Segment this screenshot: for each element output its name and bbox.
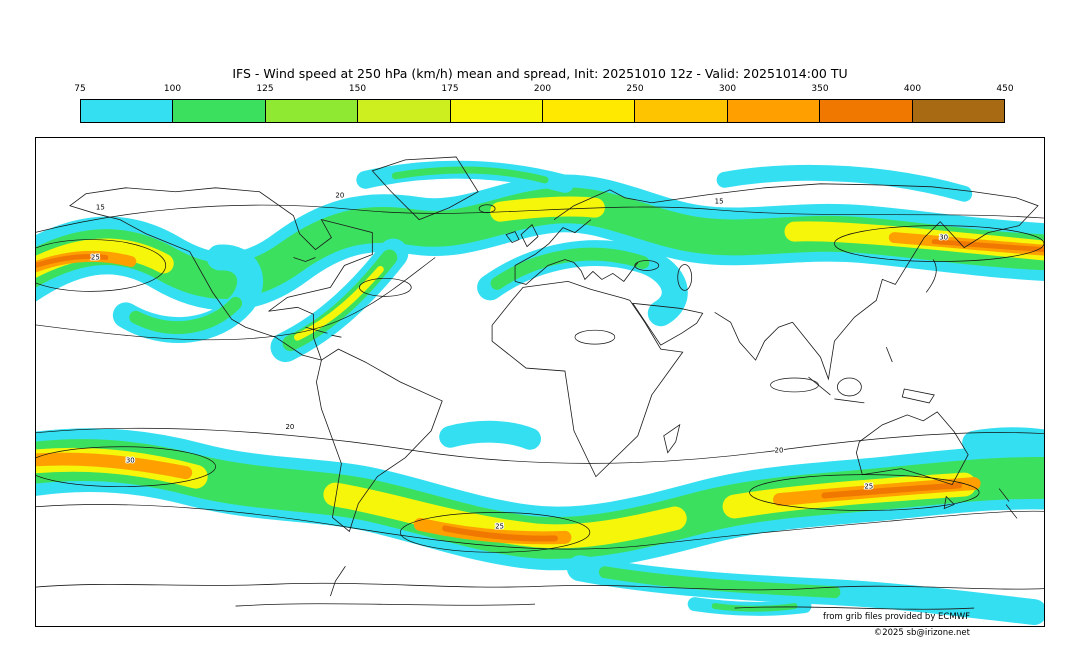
- colorbar-tick: 125: [256, 84, 274, 94]
- page-title: IFS - Wind speed at 250 hPa (km/h) mean …: [232, 66, 848, 81]
- world-map: 15 20 25 30 25 20 15 25 30 20: [36, 156, 1044, 626]
- colorbar-tick: 400: [903, 84, 922, 94]
- colorbar-scale: [80, 99, 1005, 123]
- colorbar-tick: 100: [163, 84, 182, 94]
- contour-label: 20: [286, 423, 295, 431]
- colorbar-tick: 350: [811, 84, 829, 94]
- colorbar-segment: [727, 100, 821, 122]
- colorbar-segment: [265, 100, 359, 122]
- colorbar-tick: 75: [74, 84, 86, 94]
- colorbar-segment: [358, 100, 451, 122]
- contour-label: 15: [715, 198, 724, 206]
- colorbar-segment: [173, 100, 266, 122]
- colorbar-segment: [543, 100, 636, 122]
- colorbar-tick: 250: [626, 84, 644, 94]
- colorbar-tick: 150: [348, 84, 367, 94]
- attribution-copyright: ©2025 sb@irizone.net: [873, 628, 970, 638]
- colorbar-tick: 200: [533, 84, 552, 94]
- contour-label: 25: [864, 483, 873, 491]
- jet-stream-bands: [36, 160, 1044, 626]
- map-frame: 15 20 25 30 25 20 15 25 30 20: [35, 137, 1045, 627]
- contour-label: 30: [939, 234, 948, 242]
- colorbar-segment: [820, 100, 913, 122]
- colorbar-tick-labels: 75 100 125 150 175 200 250 300 350 400 450: [74, 84, 1013, 99]
- contour-label: 25: [495, 522, 504, 530]
- colorbar-segment: [81, 100, 174, 122]
- colorbar-tick: 175: [441, 84, 459, 94]
- colorbar-segment: [912, 100, 1005, 122]
- colorbar-segment: [635, 100, 728, 122]
- coastlines: [36, 156, 1044, 610]
- contour-label: 15: [96, 204, 105, 212]
- colorbar: 75 100 125 150 175 200 250 300 350 400 450: [74, 84, 1014, 123]
- spread-contours: [36, 204, 1044, 553]
- colorbar-tick: 450: [996, 84, 1014, 94]
- colorbar-tick: 300: [718, 84, 737, 94]
- contour-label: 25: [91, 254, 100, 262]
- contour-labels: 15 20 25 30 25 20 15 25 30 20: [90, 191, 949, 532]
- colorbar-segment: [450, 100, 544, 122]
- contour-label: 20: [775, 447, 784, 455]
- contour-label: 30: [126, 457, 135, 465]
- attribution-ecmwf: from grib files provided by ECMWF: [823, 612, 970, 622]
- contour-label: 20: [335, 192, 344, 200]
